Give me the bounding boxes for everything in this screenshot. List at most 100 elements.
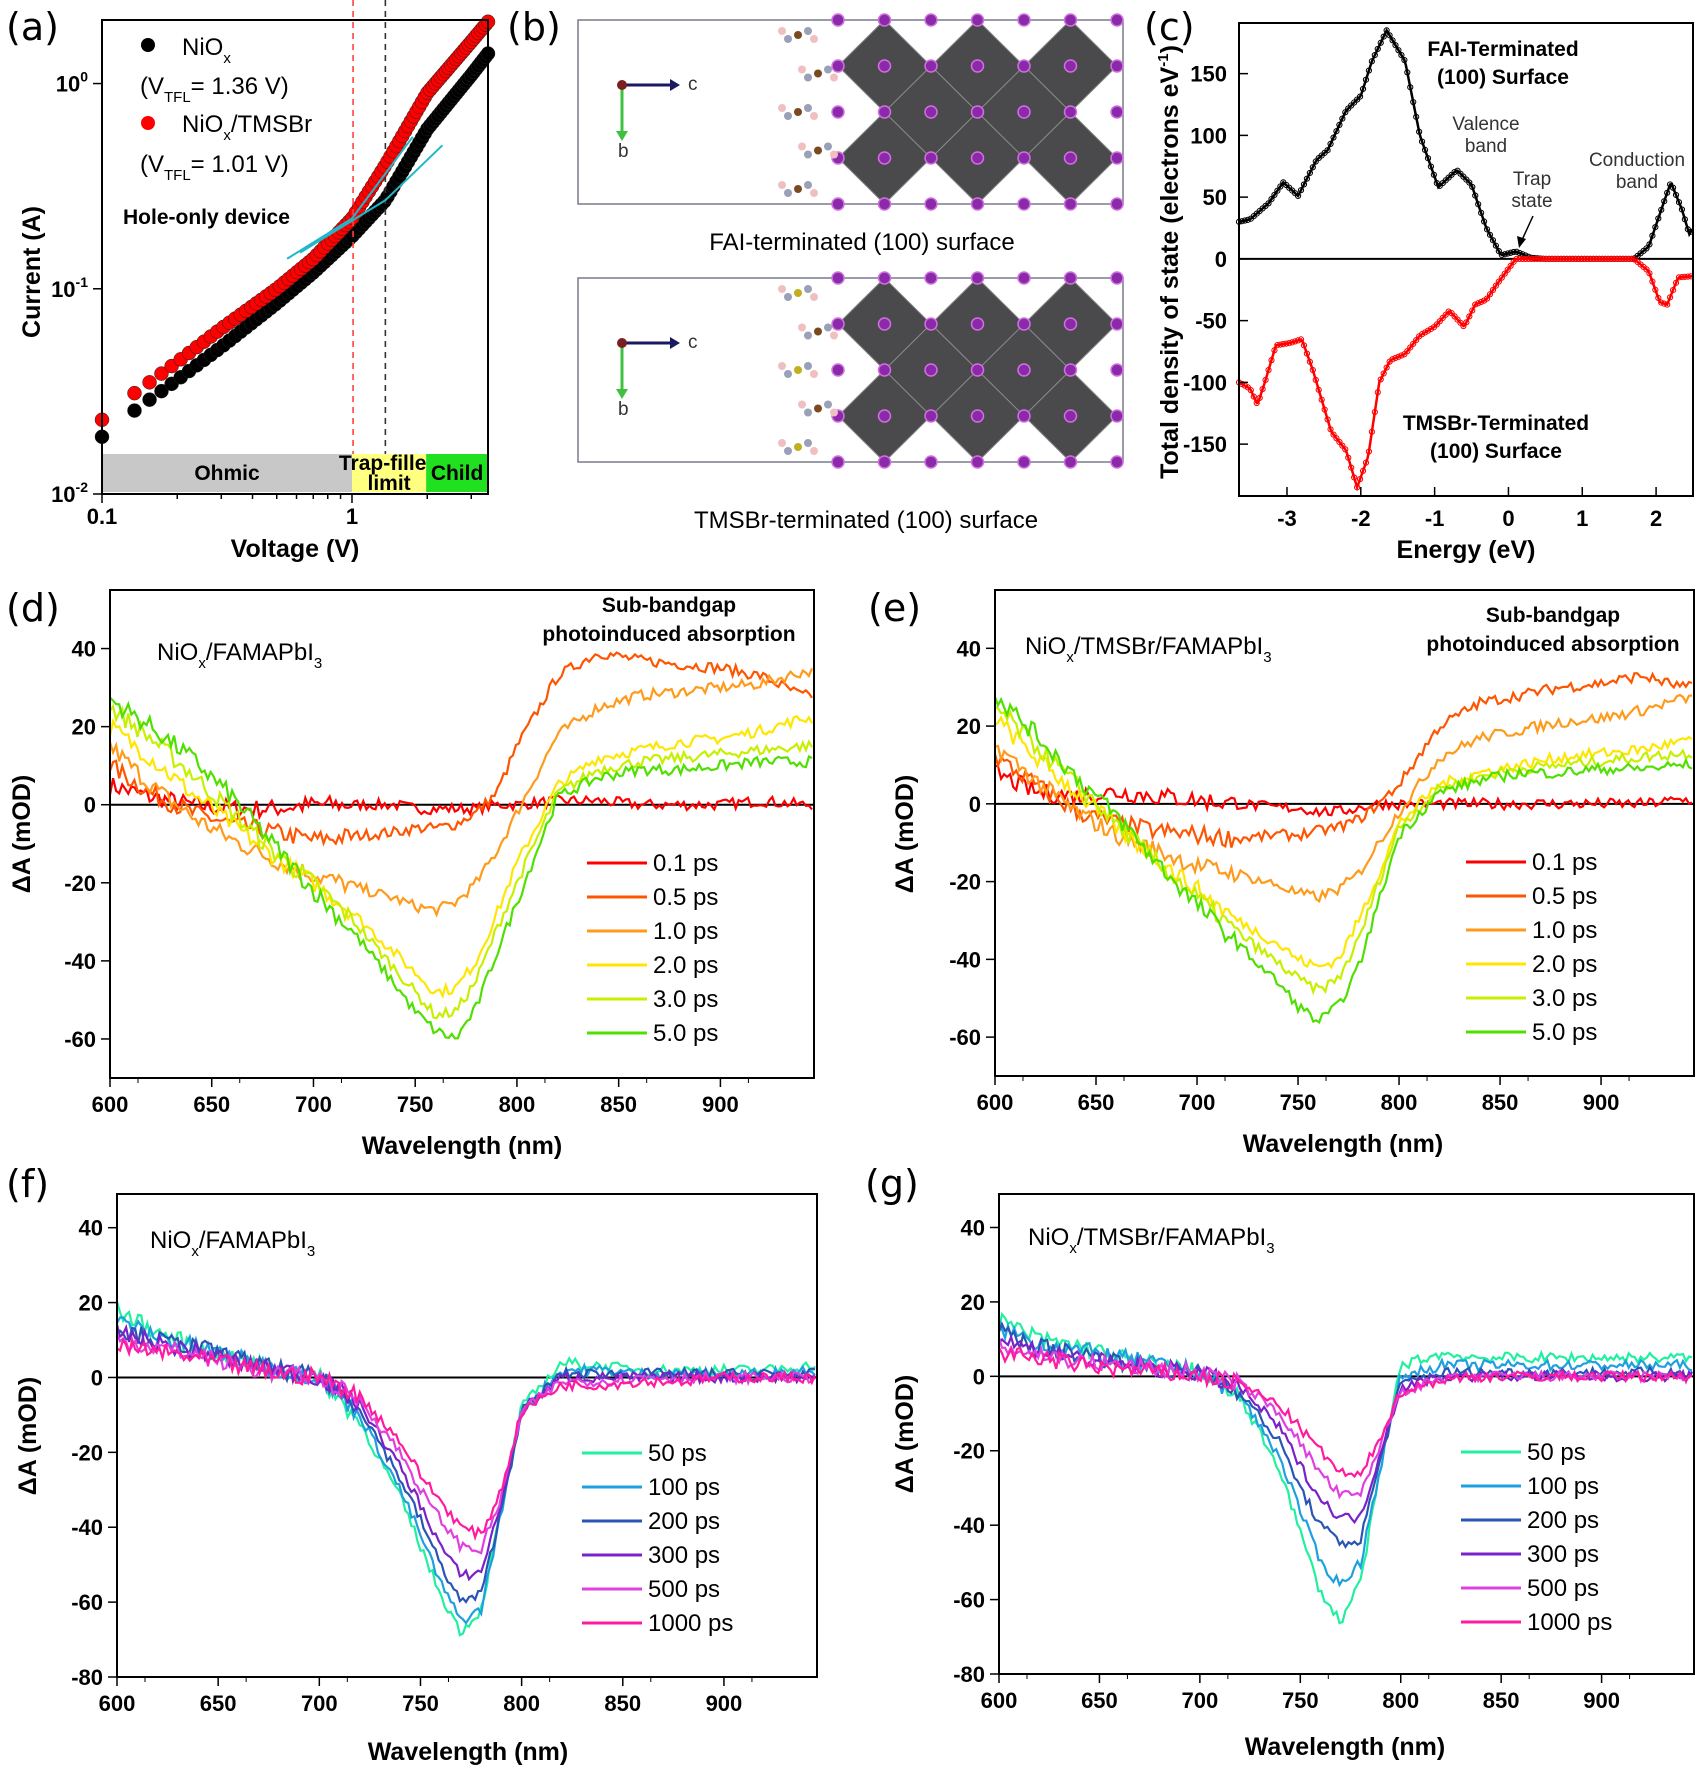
x-tick-label: 800 (503, 1691, 540, 1716)
dos-point (1336, 438, 1343, 446)
legend-label: 1000 ps (648, 1610, 733, 1637)
series-label-tmsbr: (100) Surface (1430, 440, 1562, 463)
dos-point (1268, 196, 1275, 203)
dos-point (1392, 354, 1399, 362)
dos-point (1342, 446, 1349, 453)
dos-point (1333, 128, 1340, 135)
y-tick-label: -20 (953, 1439, 985, 1464)
dos-point (1253, 399, 1260, 407)
legend-label: 100 ps (1527, 1473, 1599, 1500)
organic-cation-atom (784, 189, 792, 197)
sample-label-part: NiO (1025, 633, 1066, 660)
organic-cation-atom (784, 370, 792, 378)
y-axis-title: ΔA (mOD) (891, 1375, 919, 1493)
spectrum-line-300-ps (115, 1323, 816, 1582)
dos-point (1593, 255, 1600, 262)
y-axis-title-part: ) (1156, 45, 1184, 53)
dos-point (1286, 340, 1293, 347)
x-tick-label: 600 (92, 1092, 129, 1117)
x-tick-label: 0 (1502, 506, 1514, 531)
organic-cation-atom (794, 443, 802, 451)
iodide-atom (877, 317, 892, 331)
fit-line (299, 144, 444, 254)
legend-label: 500 ps (1527, 1575, 1599, 1602)
x-tick-label: 600 (977, 1090, 1014, 1115)
dos-point (1607, 255, 1615, 262)
dos-point (1599, 255, 1606, 262)
organic-cation-atom (830, 73, 838, 82)
dos-point (1519, 255, 1526, 262)
organic-cation-atom (794, 108, 802, 116)
dos-point (1244, 216, 1251, 223)
iodide-atom (831, 363, 845, 377)
y-tick-label: 0 (84, 793, 96, 818)
arrow-head-icon (616, 389, 628, 399)
dos-point (1469, 307, 1476, 314)
y-tick-label: 40 (957, 636, 981, 661)
x-tick-label: 850 (1482, 1090, 1519, 1115)
dos-point (1658, 299, 1665, 306)
iodide-atom (1017, 455, 1031, 469)
dos-point (1265, 200, 1272, 207)
dos-point (1480, 218, 1488, 225)
x-tick-label: 700 (301, 1691, 338, 1716)
dos-point (1548, 255, 1556, 262)
structure-title-fai: FAI-terminated (100) surface (709, 229, 1014, 256)
iodide-atom (1110, 271, 1124, 285)
organic-cation-atom (804, 285, 812, 293)
dos-point (1681, 216, 1688, 223)
dos-point (1389, 356, 1396, 363)
dos-point (1292, 338, 1299, 345)
iodide-atom (1110, 363, 1124, 377)
x-tick-label: 750 (1280, 1090, 1317, 1115)
organic-cation-atom (794, 366, 802, 374)
dos-point (1678, 206, 1686, 213)
dos-point (1303, 350, 1311, 357)
iodide-atom (1110, 455, 1124, 469)
dos-point (1498, 274, 1505, 281)
organic-cation-atom (810, 35, 818, 43)
vtfl-label-niox-tmsbr-part: (V (140, 151, 164, 178)
dos-point (1522, 255, 1529, 262)
panel-c-dos-plot: -3 -2 -1 0 1 2 150 100 50 0 -50 -100 -150 Energy (eV)… (1183, 22, 1694, 564)
annotation-hole-only-device: Hole-only device (123, 206, 290, 229)
spectrum-line-5-0-ps (109, 696, 813, 1040)
dos-point (1495, 278, 1502, 285)
x-tick-label: 900 (706, 1691, 743, 1716)
structure-title-tmsbr: TMSBr-terminated (100) surface (694, 507, 1038, 534)
dos-point (1569, 255, 1576, 262)
dos-point (1510, 248, 1517, 256)
legend-label-niox-part: NiO (182, 34, 223, 61)
dos-point (1628, 255, 1635, 262)
organic-cation-atom (778, 104, 786, 112)
dos-point (1578, 255, 1585, 262)
y-tick-label: -60 (949, 1025, 981, 1050)
x-tick-label: 1 (1576, 506, 1588, 531)
panel-g-transient-absorption-plot: 50 ps 100 ps 200 ps 300 ps 500 ps 1000 ps 600 6… (891, 1193, 1695, 1761)
y-axis-title: ΔA (mOD) (8, 775, 36, 893)
dos-point (1469, 183, 1476, 191)
region-band (102, 454, 352, 492)
iodide-atom (877, 59, 892, 73)
dos-point (1392, 42, 1399, 49)
iodide-atom (1063, 105, 1078, 119)
dos-point (1339, 115, 1346, 122)
legend-label: 1.0 ps (1532, 917, 1597, 944)
dos-point (1271, 347, 1278, 354)
legend-label: 1.0 ps (653, 918, 718, 945)
sample-label-part: /TMSBr/FAMAPbI (1077, 1224, 1266, 1251)
organic-cation-atom (798, 400, 806, 409)
annotation-sub-bandgap: photoinduced absorption (1426, 633, 1679, 656)
y-tick-label: 100 (1190, 123, 1227, 148)
legend-label: 0.5 ps (653, 884, 718, 911)
annotation-sub-bandgap: Sub-bandgap (1486, 604, 1620, 627)
organic-cation-atom (804, 104, 812, 112)
y-axis-title-part: -1 (1155, 53, 1172, 66)
x-tick-label: 650 (200, 1691, 237, 1716)
dos-point (1277, 341, 1284, 348)
dos-point (1404, 69, 1411, 76)
y-tick-label: 20 (961, 1290, 985, 1315)
dos-point (1551, 255, 1559, 262)
iodide-atom (1110, 59, 1124, 73)
dos-point (1359, 85, 1367, 93)
